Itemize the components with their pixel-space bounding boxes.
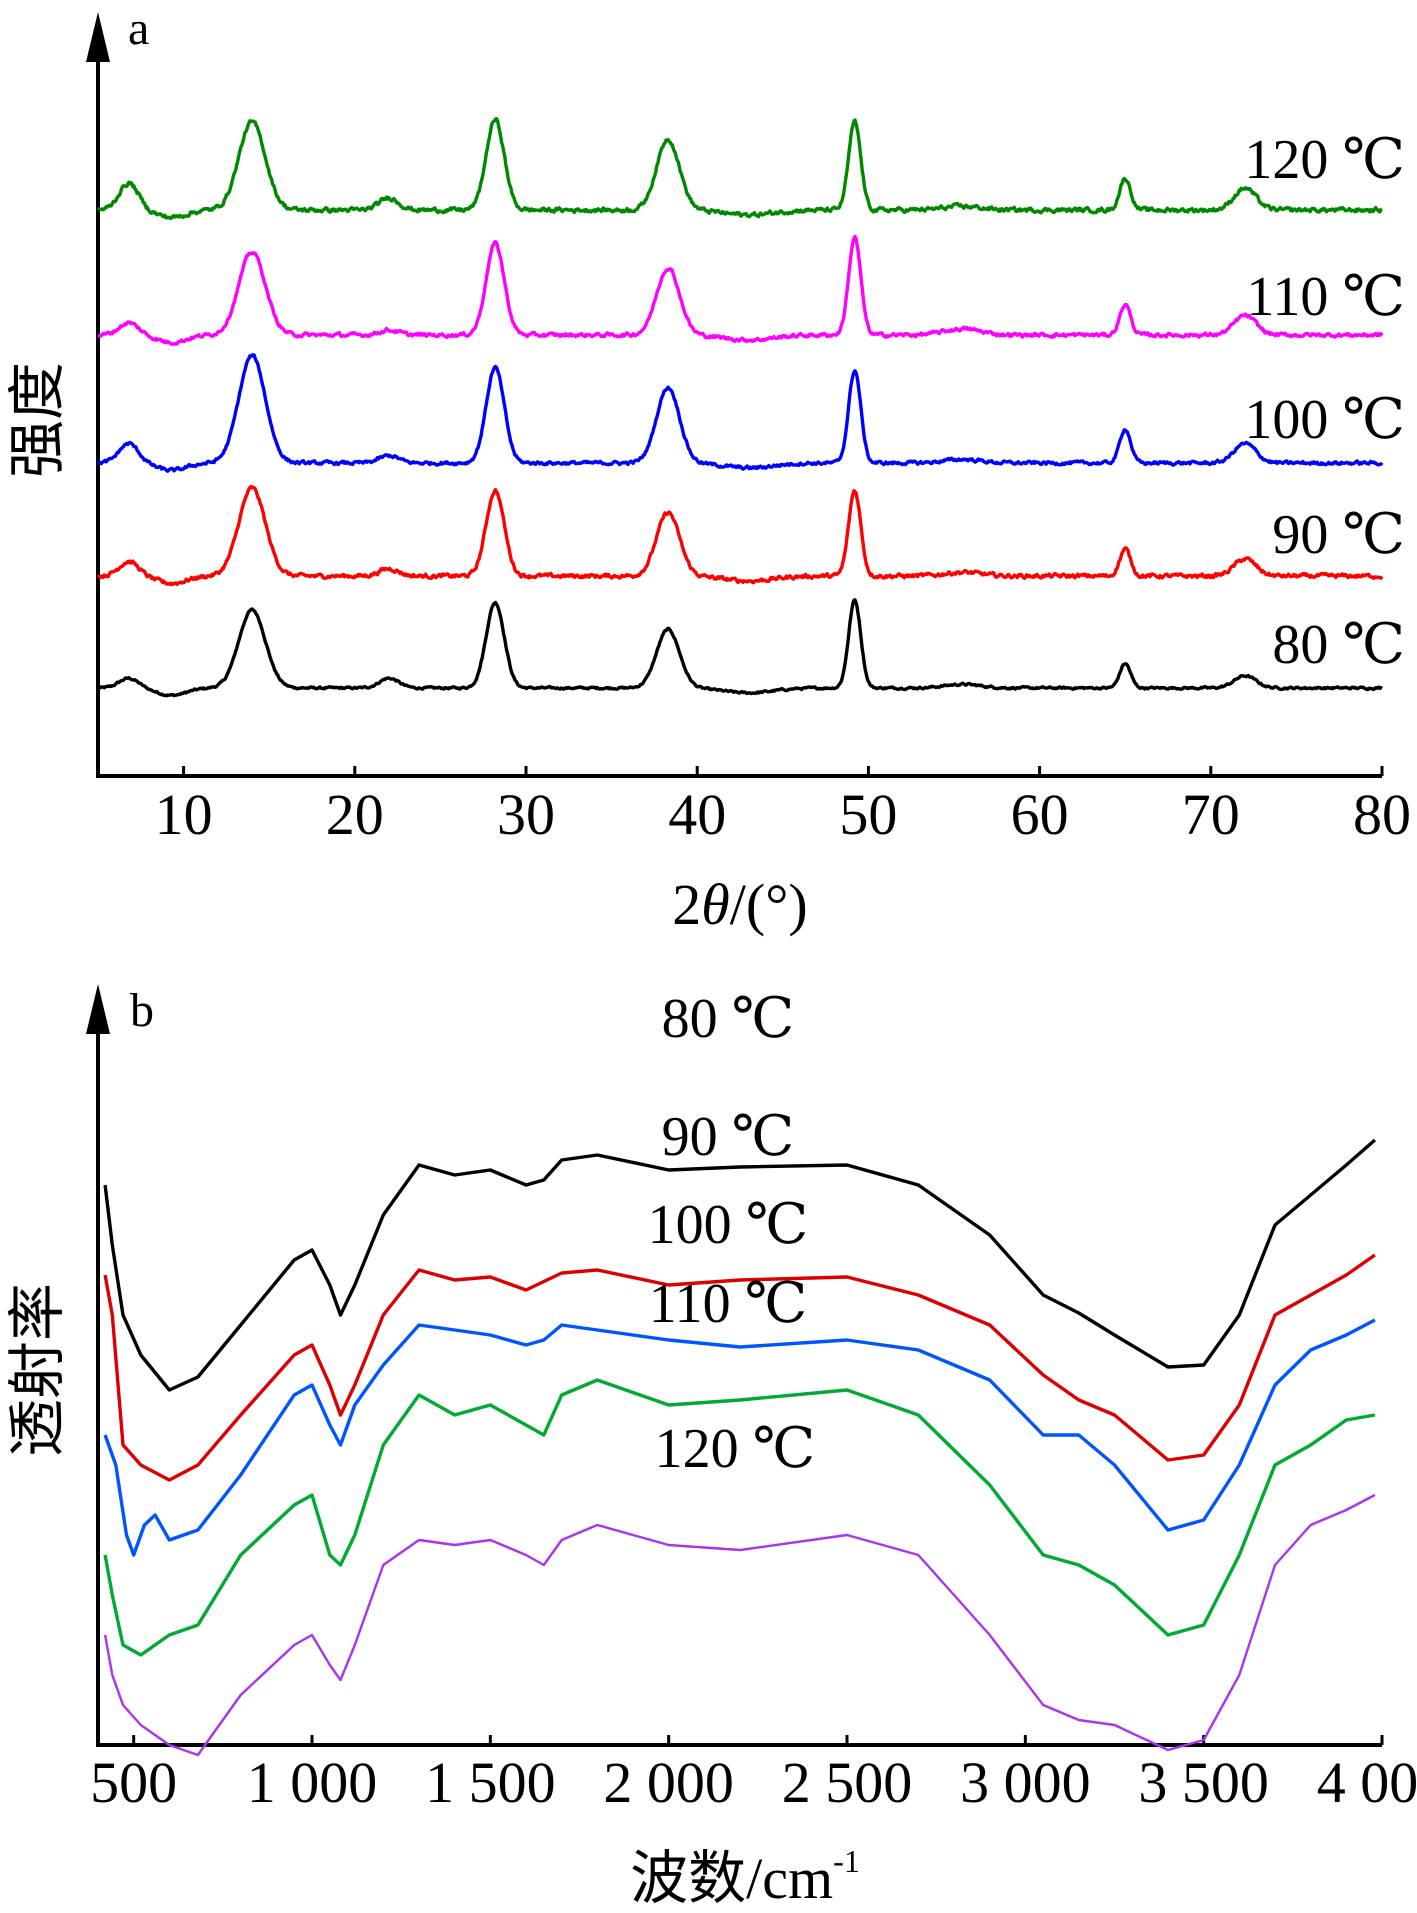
x-tick-label: 3 000 <box>960 1750 1091 1815</box>
x-tick-label: 500 <box>90 1750 177 1815</box>
panel-label-b: b <box>130 984 154 1037</box>
ftir-series-label: 90 ℃ <box>662 1106 795 1168</box>
x-tick-label: 10 <box>155 782 213 847</box>
y-axis-arrow-a <box>86 12 110 62</box>
x-tick-label: 40 <box>668 782 726 847</box>
ftir-series-line <box>103 1378 1376 1657</box>
xrd-series-line <box>97 234 1384 346</box>
ftir-series-line <box>103 1318 1376 1557</box>
ftir-series-line <box>103 1253 1376 1482</box>
xrd-series-line <box>96 117 1383 221</box>
x-tick-label: 1 000 <box>247 1750 378 1815</box>
x-tick-label: 70 <box>1182 782 1240 847</box>
x-tick-label: 50 <box>839 782 897 847</box>
x-tick-label: 1 500 <box>425 1750 556 1815</box>
x-tick-label: 2 500 <box>782 1750 913 1815</box>
x-tick-label: 4 000 <box>1317 1750 1417 1815</box>
x-tick-label: 20 <box>326 782 384 847</box>
xrd-series-line <box>96 484 1384 587</box>
y-axis-arrow-b <box>86 984 110 1034</box>
ftir-chart: b 透射率 波数/cm-1 500 1 000 1 500 2 000 2 500 3 0… <box>5 984 1417 1911</box>
ftir-series-line <box>103 1493 1376 1757</box>
y-axis-label-b: 透射率 <box>5 1283 70 1457</box>
x-tick-label: 3 500 <box>1138 1750 1269 1815</box>
x-axis-label-a: 2θ/(°) <box>672 872 807 937</box>
xrd-series-label: 90 ℃ <box>1272 504 1405 566</box>
xrd-series-label: 100 ℃ <box>1244 389 1405 451</box>
ftir-series-label: 120 ℃ <box>655 1418 816 1480</box>
x-tick-label: 2 000 <box>603 1750 734 1815</box>
ftir-series-label: 100 ℃ <box>648 1194 809 1256</box>
x-tick-label: 80 <box>1353 782 1411 847</box>
ftir-series-label: 110 ℃ <box>649 1273 808 1335</box>
xrd-series-label: 80 ℃ <box>1272 614 1405 676</box>
xrd-series-label: 110 ℃ <box>1246 266 1405 328</box>
ftir-series-line <box>103 1138 1377 1392</box>
x-tick-label: 30 <box>497 782 555 847</box>
xrd-series-line <box>97 598 1383 698</box>
xrd-series-line <box>96 353 1384 473</box>
ftir-series-label: 80 ℃ <box>662 988 795 1050</box>
xrd-chart: a 强度 2θ/(°) 10 20 30 40 50 60 70 80 80 ℃ 90 ℃ 100… <box>5 2 1411 937</box>
xrd-series-label: 120 ℃ <box>1244 129 1405 191</box>
y-axis-label-a: 强度 <box>5 362 70 478</box>
x-axis-label-b: 波数/cm-1 <box>630 1843 860 1911</box>
panel-label-a: a <box>128 2 149 55</box>
x-tick-label: 60 <box>1011 782 1069 847</box>
